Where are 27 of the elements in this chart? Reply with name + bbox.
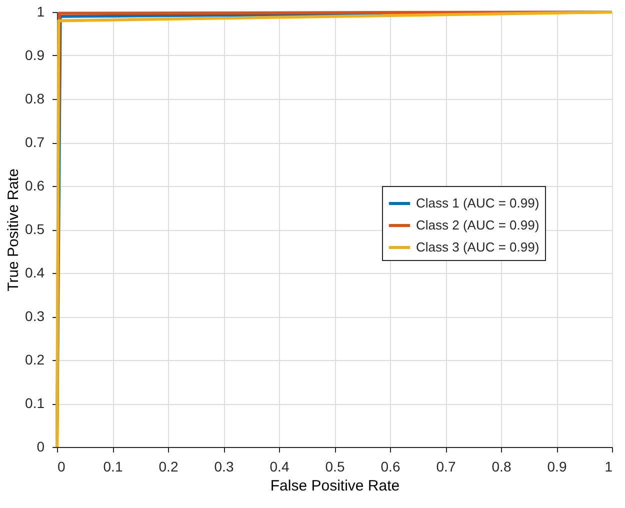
y-tick-label: 0.3 <box>25 308 45 324</box>
x-tick-label: 0.2 <box>158 458 178 474</box>
y-tick-label: 0.1 <box>25 395 45 411</box>
x-axis-title: False Positive Rate <box>270 478 400 494</box>
y-tick-label: 0.2 <box>25 352 45 368</box>
x-tick-label: 0 <box>58 458 66 474</box>
x-tick-label: 0.3 <box>214 458 234 474</box>
legend-label: Class 2 (AUC = 0.99) <box>416 218 540 232</box>
y-tick-label: 1 <box>36 4 45 20</box>
y-axis-title: True Positive Rate <box>5 168 22 292</box>
y-tick-label: 0.6 <box>25 178 45 194</box>
x-tick-label: 0.9 <box>547 458 567 474</box>
legend-label: Class 1 (AUC = 0.99) <box>416 196 540 210</box>
y-tick-label: 0 <box>36 438 45 454</box>
y-tick-label: 0.7 <box>25 134 45 150</box>
y-tick-label: 0.4 <box>25 264 45 280</box>
x-tick-label: 0.6 <box>380 458 400 474</box>
x-tick-label: 0.1 <box>103 458 123 474</box>
legend-label: Class 3 (AUC = 0.99) <box>416 240 540 254</box>
y-tick-label: 0.9 <box>25 47 45 63</box>
x-tick-label: 0.7 <box>436 458 456 474</box>
x-tick-label: 0.4 <box>270 458 290 474</box>
y-tick-label: 0.5 <box>25 221 45 237</box>
x-tick-label: 0.8 <box>492 458 512 474</box>
x-tick-label: 1 <box>604 458 613 474</box>
y-tick-label: 0.8 <box>25 90 45 106</box>
x-tick-label: 0.5 <box>325 458 345 474</box>
